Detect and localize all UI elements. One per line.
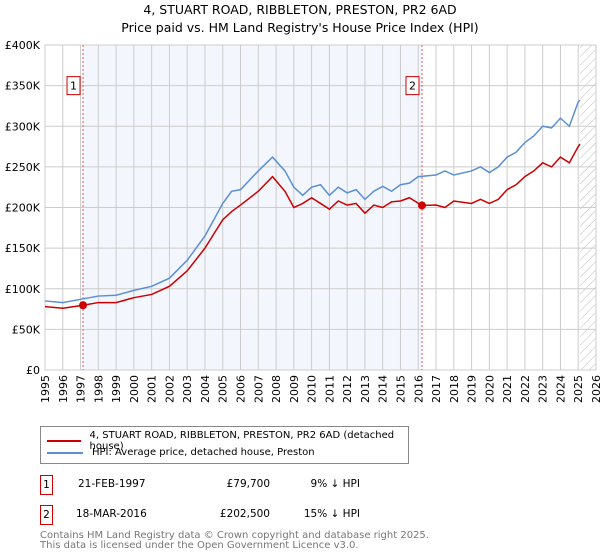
chart-subtitle: Price paid vs. HM Land Registry's House … — [121, 20, 479, 35]
sale-date: 18-MAR-2016 — [76, 508, 147, 520]
sale-marker-label: 1 — [70, 80, 77, 93]
x-tick-label: 2004 — [199, 375, 212, 403]
x-tick-label: 2009 — [288, 375, 301, 403]
legend-label: 4, STUART ROAD, RIBBLETON, PRESTON, PR2 … — [89, 430, 395, 452]
footer: Contains HM Land Registry data © Crown c… — [40, 531, 429, 551]
chart-title: 4, STUART ROAD, RIBBLETON, PRESTON, PR2 … — [143, 2, 457, 17]
series-line — [44, 99, 581, 304]
x-tick-label: 1996 — [57, 375, 70, 403]
sale-point — [417, 201, 426, 210]
x-tick-label: 2006 — [235, 375, 248, 403]
x-tick-label: 1999 — [110, 375, 123, 403]
x-tick-label: 2010 — [306, 375, 319, 403]
x-tick-label: 2019 — [466, 375, 479, 403]
x-tick-label: 2008 — [270, 375, 283, 403]
legend-item-hpi: HPI: Average price, detached house, Pres… — [47, 447, 315, 458]
y-tick-label: £300K — [5, 120, 41, 133]
legend-label: HPI: Average price, detached house, Pres… — [92, 447, 315, 458]
sale-badge: 2 — [40, 505, 53, 525]
y-tick-label: £400K — [5, 39, 41, 52]
sale-price: £79,700 — [226, 478, 270, 490]
x-tick-label: 1995 — [39, 375, 52, 403]
sale-marker-badge — [405, 76, 420, 96]
series-line — [44, 143, 581, 310]
x-tick-label: 2003 — [181, 375, 194, 403]
y-tick-label: £0 — [26, 364, 40, 377]
y-tick-label: £250K — [5, 161, 41, 174]
x-tick-label: 1998 — [92, 375, 105, 403]
x-tick-label: 2014 — [377, 375, 390, 403]
legend-swatch-red — [47, 440, 81, 442]
sale-point — [79, 301, 88, 310]
x-tick-label: 2020 — [483, 375, 496, 403]
legend: 4, STUART ROAD, RIBBLETON, PRESTON, PR2 … — [40, 426, 409, 464]
x-tick-label: 2015 — [394, 375, 407, 403]
legend-swatch-blue — [47, 451, 83, 454]
x-tick-label: 2025 — [572, 375, 585, 403]
price-chart: 1995 1996 1997 1998 1999 2000 2001 2002 2003 2004… — [5, 39, 600, 403]
footer-line: This data is licensed under the Open Gov… — [40, 540, 359, 551]
x-tick-label: 2021 — [501, 375, 514, 403]
x-tick-label: 2005 — [217, 375, 230, 403]
x-tick-label: 2000 — [128, 375, 141, 403]
x-tick-label: 2002 — [163, 375, 176, 403]
x-tick-label: 2007 — [252, 375, 265, 403]
x-tick-label: 2024 — [554, 375, 567, 403]
sale-hpi-diff: 9% ↓ HPI — [310, 478, 360, 490]
x-tick-label: 2001 — [146, 375, 159, 403]
y-tick-label: £50K — [12, 323, 41, 336]
x-tick-label: 2017 — [430, 375, 443, 403]
plot-border — [44, 44, 597, 371]
sale-marker-label: 2 — [409, 80, 416, 93]
sale-badge: 1 — [40, 475, 53, 495]
y-tick-label: £100K — [5, 283, 41, 296]
legend-item-property: 4, STUART ROAD, RIBBLETON, PRESTON, PR2 … — [47, 430, 408, 452]
x-tick-label: 2023 — [537, 375, 550, 403]
y-tick-label: £200K — [5, 202, 41, 215]
x-tick-label: 2018 — [448, 375, 461, 403]
y-tick-label: £150K — [5, 242, 41, 255]
sale-date: 21-FEB-1997 — [78, 478, 146, 490]
x-tick-label: 2016 — [412, 375, 425, 403]
x-tick-label: 2013 — [359, 375, 372, 403]
footer-line: Contains HM Land Registry data © Crown c… — [40, 530, 429, 541]
x-tick-label: 2012 — [341, 375, 354, 403]
x-tick-label: 1997 — [75, 375, 88, 403]
x-tick-label: 2011 — [323, 375, 336, 403]
sale-price: £202,500 — [219, 508, 270, 520]
sale-hpi-diff: 15% ↓ HPI — [303, 508, 360, 520]
y-tick-label: £350K — [5, 80, 41, 93]
sale-marker-badge — [66, 76, 81, 96]
x-tick-label: 2022 — [519, 375, 532, 403]
x-tick-label: 2026 — [590, 375, 600, 403]
